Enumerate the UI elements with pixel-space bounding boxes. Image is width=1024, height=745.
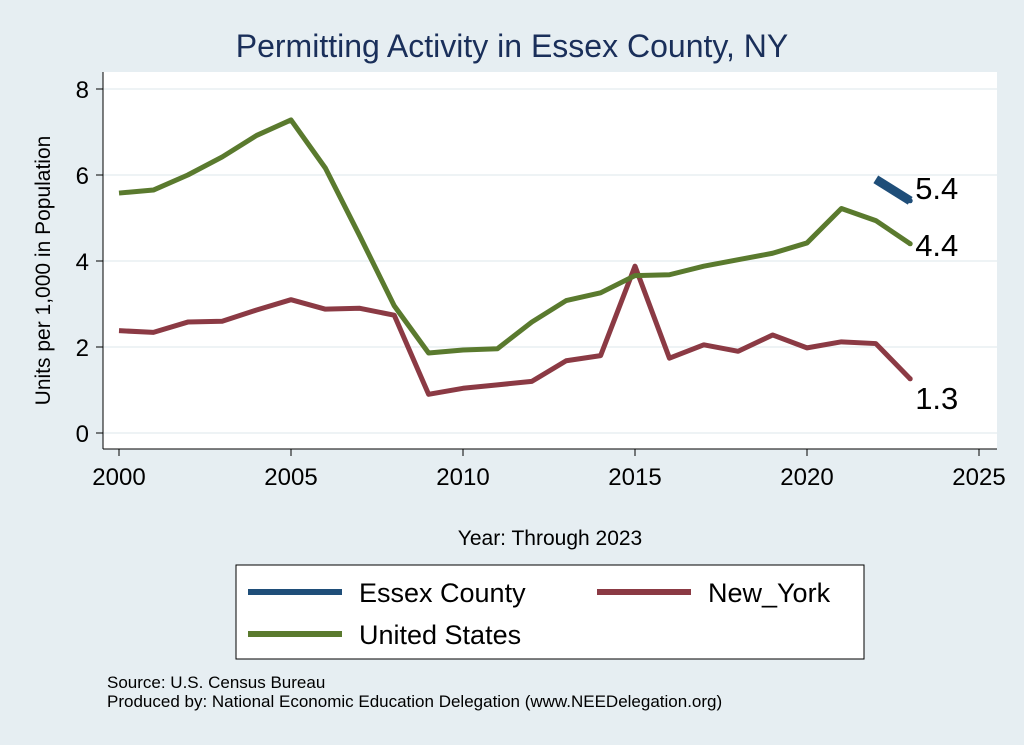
x-axis-label: Year: Through 2023 (458, 527, 643, 550)
y-tick-label: 4 (76, 249, 89, 276)
y-axis-label: Units per 1,000 in Population (32, 136, 55, 406)
y-tick-label: 8 (76, 77, 89, 104)
y-tick-label: 6 (76, 163, 89, 190)
y-tick-label: 2 (76, 335, 89, 362)
x-tick-label: 2025 (952, 464, 1005, 491)
x-tick-label: 2010 (436, 464, 489, 491)
x-tick-label: 2020 (780, 464, 833, 491)
y-tick-label: 0 (76, 421, 89, 448)
end-label: 5.4 (915, 171, 958, 206)
legend-box (235, 564, 865, 660)
end-label: 1.3 (915, 381, 958, 416)
source-line-2: Produced by: National Economic Education… (107, 692, 723, 711)
legend-label: Essex County (359, 578, 526, 608)
x-tick-label: 2015 (608, 464, 661, 491)
series-endpoint (907, 241, 913, 247)
x-tick-label: 2005 (264, 464, 317, 491)
series-endpoint (907, 376, 913, 382)
legend-label: United States (359, 620, 521, 650)
series-endpoint (907, 198, 913, 204)
series-line-essex-county (873, 175, 913, 205)
series-line-new-york (118, 263, 912, 397)
source-line-1: Source: U.S. Census Bureau (107, 673, 326, 692)
series-line-united-states (118, 117, 912, 356)
chart-title: Permitting Activity in Essex County, NY (235, 28, 789, 64)
legend-label: New_York (708, 578, 831, 608)
source-note: Source: U.S. Census Bureau Produced by: … (107, 673, 722, 711)
end-label: 4.4 (915, 228, 958, 263)
x-tick-label: 2000 (92, 464, 145, 491)
